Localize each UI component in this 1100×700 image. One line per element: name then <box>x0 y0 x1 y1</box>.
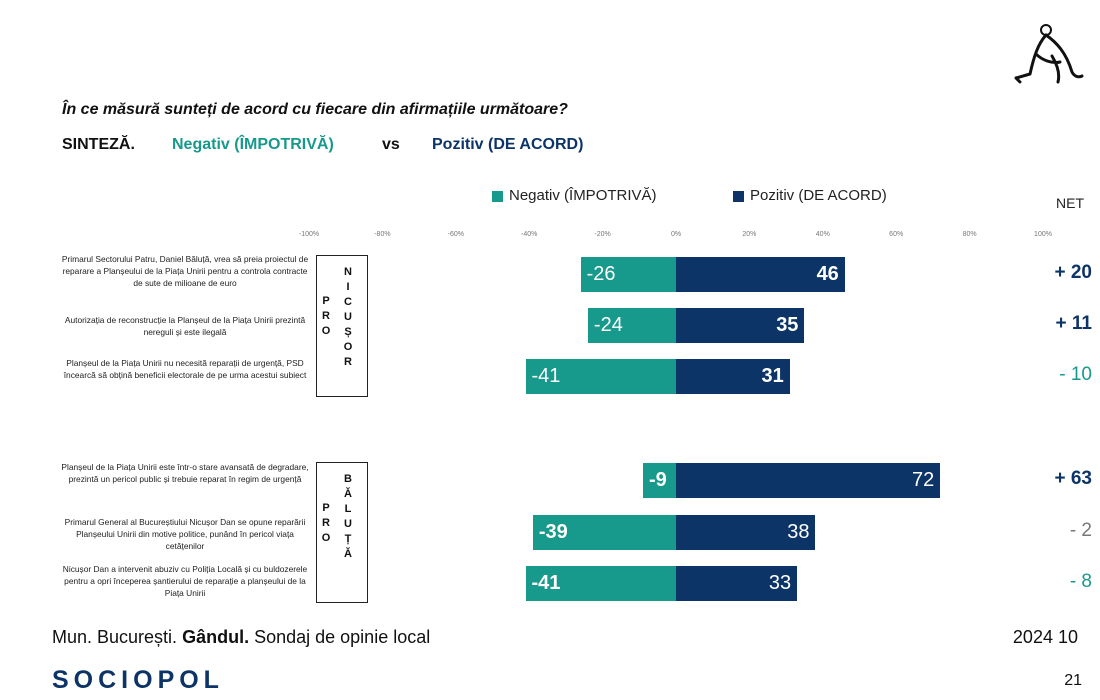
x-tick-label: -20% <box>594 231 611 238</box>
thinker-logo-icon <box>1014 24 1084 84</box>
positive-bar: 38 <box>676 515 816 550</box>
x-tick-label: -100% <box>298 231 320 238</box>
page-number: 21 <box>1064 672 1082 689</box>
statement-text: Autorizația de reconstrucție la Planșeul… <box>64 315 306 337</box>
negative-bar: -9 <box>642 463 676 498</box>
footer-publication: Gândul. <box>182 627 250 647</box>
positive-value: 31 <box>761 365 784 387</box>
negative-bar: -41 <box>525 359 676 394</box>
negative-bar: -39 <box>532 515 676 550</box>
positive-bar: 31 <box>676 359 790 394</box>
positive-bar: 72 <box>676 463 941 498</box>
net-value: - 10 <box>1059 364 1092 385</box>
x-tick-label: 80% <box>962 231 977 238</box>
statement-text: Nicușor Dan a intervenit abuziv cu Poliț… <box>62 564 308 598</box>
statement-text: Primarul Sectorului Patru, Daniel Băluță… <box>61 254 309 288</box>
negative-bar: -24 <box>587 308 676 343</box>
positive-value: 35 <box>776 314 799 336</box>
x-tick-label: 100% <box>1034 231 1052 238</box>
positive-value: 46 <box>816 263 839 285</box>
sociopol-logo: SOCIOPOL <box>52 666 224 694</box>
net-value: - 8 <box>1069 571 1092 592</box>
net-value: + 20 <box>1054 262 1092 283</box>
positive-bar: 35 <box>676 308 805 343</box>
synthesis-label: SINTEZĂ. <box>62 136 135 153</box>
synthesis-negative-label: Negativ (ÎMPOTRIVĂ) <box>172 136 334 153</box>
net-value: - 2 <box>1069 520 1092 541</box>
footer-date: 2024 10 <box>1012 627 1078 647</box>
net-value: + 63 <box>1054 468 1092 489</box>
legend-negative-label: Negativ (ÎMPOTRIVĂ) <box>509 187 657 204</box>
negative-value: -24 <box>593 314 623 336</box>
positive-bar: 46 <box>676 257 845 292</box>
legend-negative-swatch <box>492 191 503 202</box>
negative-value: -41 <box>531 572 561 594</box>
footer-description: Sondaj de opinie local <box>254 627 431 647</box>
x-tick-label: 40% <box>815 231 830 238</box>
x-tick-label: -60% <box>447 231 464 238</box>
survey-question: În ce măsură sunteți de acord cu fiecare… <box>62 101 568 118</box>
x-tick-label: 20% <box>742 231 757 238</box>
footer-source: Mun. București. Gândul. Sondaj de opinie… <box>52 627 430 648</box>
x-tick-label: 60% <box>889 231 904 238</box>
x-tick-label: 0% <box>670 231 682 238</box>
synthesis-vs-label: vs <box>382 136 400 153</box>
statement-text: Primarul General al Bucureștiului Nicușo… <box>64 517 306 551</box>
statement-text: Planșeul de la Piața Unirii nu necesită … <box>63 358 307 380</box>
negative-value: -41 <box>531 365 561 387</box>
net-header: NET <box>1056 195 1084 211</box>
positive-bar: 33 <box>676 566 798 601</box>
synthesis-positive-label: Pozitiv (DE ACORD) <box>432 136 584 153</box>
net-value: + 11 <box>1055 313 1092 334</box>
negative-value: -26 <box>586 263 616 285</box>
positive-value: 33 <box>768 572 792 594</box>
negative-value: -9 <box>648 469 667 491</box>
negative-value: -39 <box>538 521 568 543</box>
negative-bar: -26 <box>580 257 676 292</box>
statement-text: Planșeul de la Piața Unirii este într-o … <box>61 462 309 484</box>
positive-value: 38 <box>787 521 810 543</box>
x-tick-label: -80% <box>374 231 391 238</box>
legend-positive-label: Pozitiv (DE ACORD) <box>750 187 887 204</box>
legend-positive-swatch <box>733 191 744 202</box>
negative-bar: -41 <box>525 566 676 601</box>
x-tick-label: -40% <box>521 231 538 238</box>
footer-location: Mun. București. <box>52 627 178 647</box>
positive-value: 72 <box>911 469 935 491</box>
